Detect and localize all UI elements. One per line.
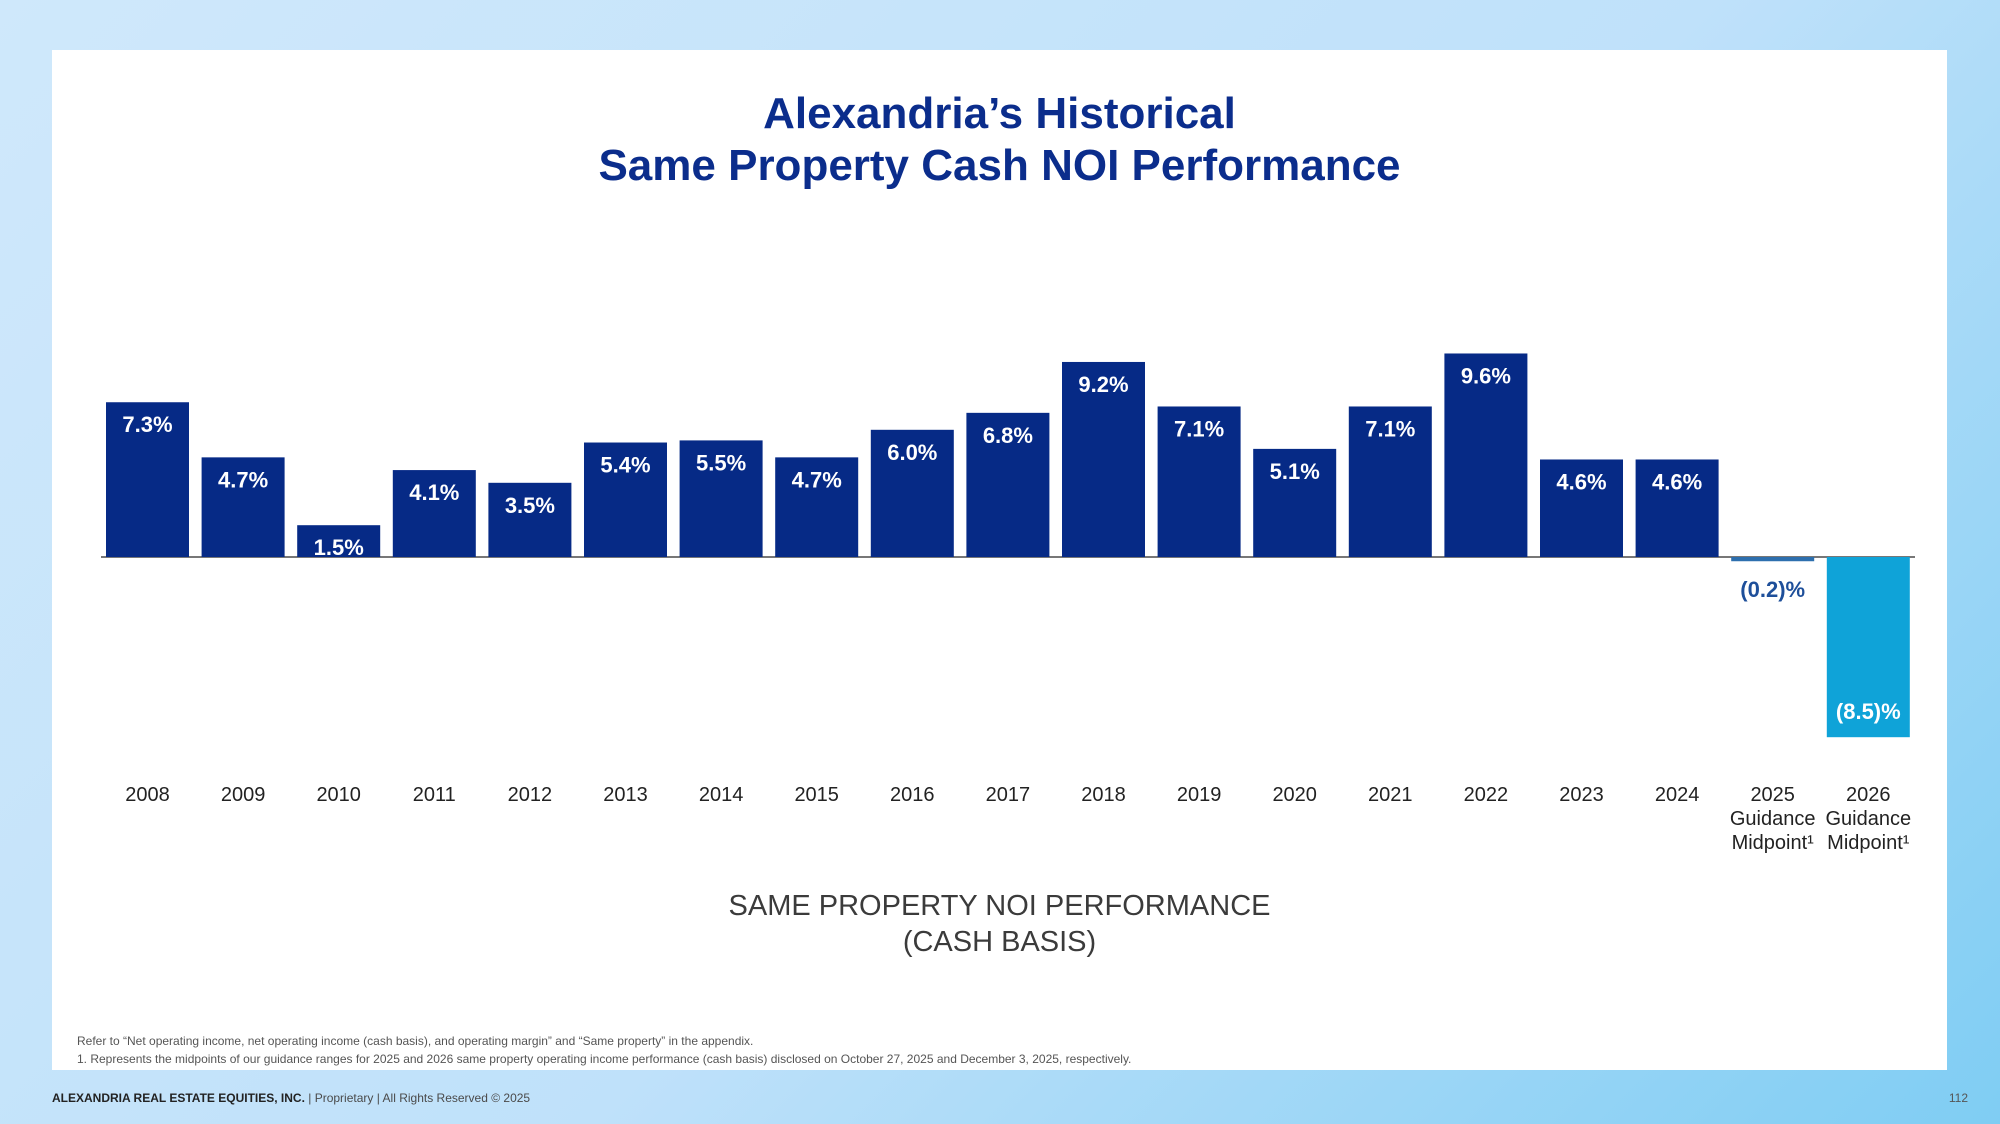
footnotes: Refer to “Net operating income, net oper…	[77, 1032, 1131, 1068]
x-tick-label-17-line-1: 2024	[1655, 784, 1700, 806]
x-tick-label-12-line-1: 2019	[1177, 784, 1222, 806]
data-label-7: 5.5%	[696, 450, 746, 475]
data-label-14: 7.1%	[1365, 416, 1415, 441]
data-label-16: 4.6%	[1556, 469, 1606, 494]
x-tick-label-18-line-1: 2025	[1750, 784, 1795, 806]
data-label-18: (0.2)%	[1740, 577, 1805, 602]
bar-7	[679, 440, 763, 557]
bar-18	[1731, 557, 1815, 562]
x-tick-label-18-line-2: Guidance	[1730, 808, 1816, 830]
data-label-2: 4.7%	[218, 467, 268, 492]
footnote-1: 1. Represents the midpoints of our guida…	[77, 1052, 1132, 1066]
x-tick-label-5-line-1: 2012	[508, 784, 553, 806]
bar-1	[106, 402, 189, 557]
data-label-8: 4.7%	[792, 467, 842, 492]
page-number: 112	[1948, 1091, 1968, 1105]
data-label-11: 9.2%	[1078, 372, 1128, 397]
footer-company: ALEXANDRIA REAL ESTATE EQUITIES, INC.	[52, 1091, 305, 1105]
x-tick-label-1-line-1: 2008	[125, 784, 170, 806]
bar-17	[1635, 459, 1719, 557]
slide-card: Alexandria’s Historical Same Property Ca…	[52, 50, 1947, 1070]
data-label-15: 9.6%	[1461, 363, 1511, 388]
bar-5	[488, 482, 572, 557]
bar-chart: 7.3% 2008 4.7% 2009 1.5% 2010 4.1% 2011 3.5% 2012…	[101, 353, 1915, 854]
bar-4	[392, 470, 476, 557]
bar-13	[1253, 448, 1337, 557]
x-tick-label-10-line-1: 2017	[986, 784, 1031, 806]
x-tick-label-19-line-3: Midpoint¹	[1827, 832, 1910, 854]
bar-15	[1444, 353, 1528, 557]
bar-8	[775, 457, 859, 557]
x-tick-label-9-line-1: 2016	[890, 784, 935, 806]
data-label-5: 3.5%	[505, 493, 555, 518]
data-label-13: 5.1%	[1270, 459, 1320, 484]
data-label-10: 6.8%	[983, 423, 1033, 448]
data-label-17: 4.6%	[1652, 469, 1702, 494]
bar-12	[1157, 406, 1241, 557]
x-tick-label-2-line-1: 2009	[221, 784, 266, 806]
x-tick-label-19-line-2: Guidance	[1825, 808, 1911, 830]
chart-subtitle: SAME PROPERTY NOI PERFORMANCE (CASH BASI…	[52, 888, 1947, 960]
data-label-3: 1.5%	[314, 535, 364, 560]
x-tick-label-18-line-3: Midpoint¹	[1732, 832, 1815, 854]
bar-11	[1062, 361, 1145, 557]
data-label-12: 7.1%	[1174, 416, 1224, 441]
bar-9	[870, 429, 954, 557]
x-tick-label-11-line-1: 2018	[1081, 784, 1126, 806]
x-tick-label-14-line-1: 2021	[1368, 784, 1413, 806]
chart-title-line2: Same Property Cash NOI Performance	[598, 141, 1401, 190]
data-label-19: (8.5)%	[1836, 699, 1901, 724]
bar-3	[297, 525, 381, 557]
bar-14	[1348, 406, 1432, 557]
x-tick-label-3-line-1: 2010	[316, 784, 361, 806]
data-label-1: 7.3%	[122, 412, 172, 437]
footnote-refer: Refer to “Net operating income, net oper…	[77, 1034, 754, 1048]
x-tick-label-13-line-1: 2020	[1272, 784, 1317, 806]
x-tick-label-6-line-1: 2013	[603, 784, 648, 806]
x-tick-label-19-line-1: 2026	[1846, 784, 1891, 806]
data-label-9: 6.0%	[887, 440, 937, 465]
chart-title-line1: Alexandria’s Historical	[763, 89, 1236, 138]
footer-copyright: ALEXANDRIA REAL ESTATE EQUITIES, INC. | …	[52, 1091, 530, 1105]
x-tick-label-16-line-1: 2023	[1559, 784, 1604, 806]
x-tick-label-8-line-1: 2015	[794, 784, 839, 806]
bar-19	[1826, 557, 1910, 738]
bar-16	[1540, 459, 1623, 557]
x-tick-label-4-line-1: 2011	[413, 784, 456, 806]
data-label-6: 5.4%	[600, 453, 650, 478]
chart-title: Alexandria’s Historical Same Property Ca…	[52, 88, 1947, 192]
bar-2	[201, 457, 285, 557]
data-label-4: 4.1%	[409, 480, 459, 505]
bar-6	[584, 442, 667, 557]
footer-rights: | Proprietary | All Rights Reserved © 20…	[304, 1091, 531, 1105]
chart-subtitle-line2: (CASH BASIS)	[902, 926, 1097, 958]
x-tick-label-15-line-1: 2022	[1464, 784, 1509, 806]
chart-subtitle-line1: SAME PROPERTY NOI PERFORMANCE	[728, 890, 1271, 922]
bar-10	[966, 412, 1050, 557]
x-tick-label-7-line-1: 2014	[699, 784, 744, 806]
